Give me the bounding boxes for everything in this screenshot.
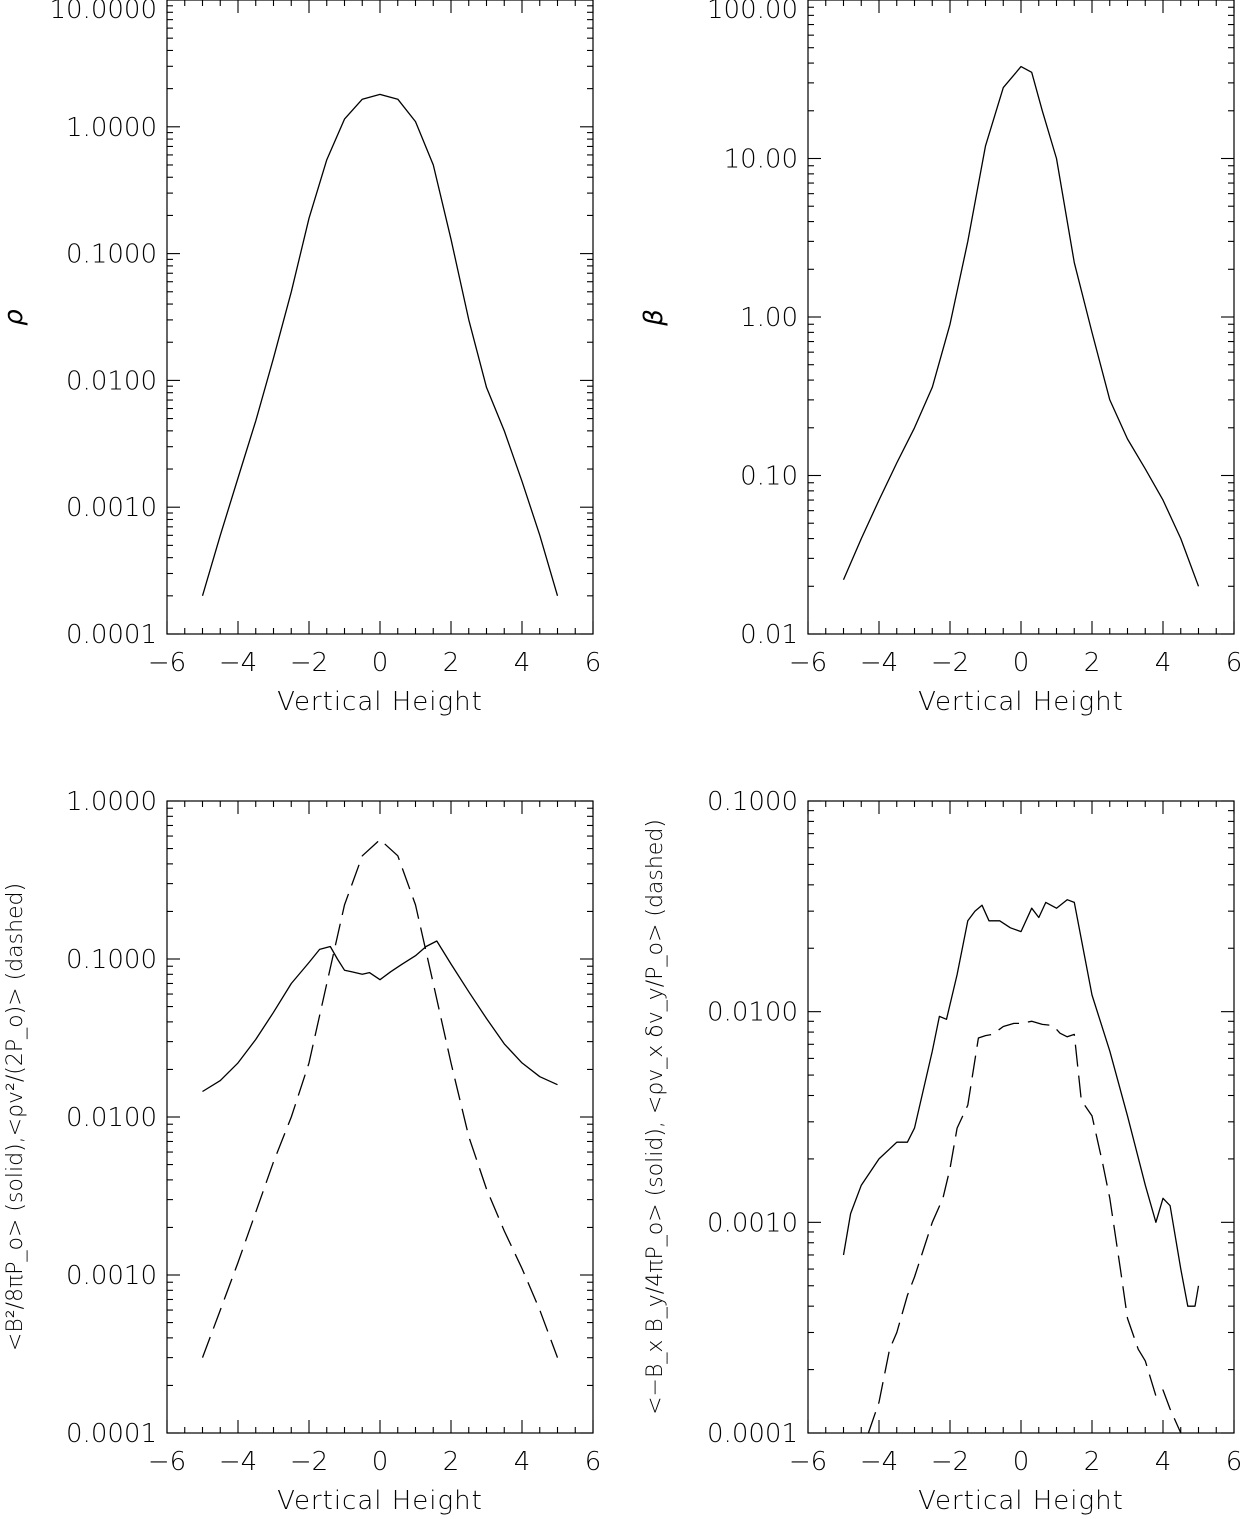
- y-axis-title: <B²/8πP_o> (solid),<ρv²/(2P_o)> (dashed): [3, 883, 28, 1351]
- x-tick-label: 6: [1226, 1447, 1241, 1477]
- y-tick-label: 0.0010: [66, 493, 157, 523]
- plot-frame: [166, 800, 594, 1434]
- x-axis-title: Vertical Height: [918, 1486, 1124, 1516]
- plot-frame: [807, 800, 1235, 1434]
- x-tick-label: 0: [1013, 648, 1030, 678]
- series-dashed-line: [867, 1020, 1182, 1434]
- y-tick-label: 0.0001: [66, 620, 157, 650]
- x-tick-label: −2: [290, 1447, 328, 1477]
- x-tick-label: 2: [1084, 648, 1101, 678]
- y-tick-label: 0.10: [740, 462, 798, 492]
- x-tick-label: 4: [1155, 1447, 1172, 1477]
- plot-frame: [166, 0, 594, 635]
- y-tick-label: 0.0010: [707, 1208, 798, 1238]
- y-tick-label: 0.1000: [66, 240, 157, 270]
- series-dashed-line: [201, 838, 559, 1358]
- plot-frame: [807, 0, 1235, 635]
- x-tick-label: −2: [931, 648, 969, 678]
- x-tick-label: 0: [372, 1447, 389, 1477]
- series-solid-line: [201, 93, 559, 596]
- series-solid-line: [842, 899, 1200, 1307]
- x-tick-label: 2: [443, 1447, 460, 1477]
- y-tick-label: 0.1000: [66, 945, 157, 975]
- x-tick-label: −2: [290, 648, 328, 678]
- y-tick-label: 10.0000: [49, 0, 157, 25]
- y-tick-label: 0.0100: [66, 1103, 157, 1133]
- x-tick-label: 4: [1155, 648, 1172, 678]
- x-tick-label: −6: [789, 1447, 827, 1477]
- x-tick-label: 6: [585, 648, 602, 678]
- y-tick-label: 1.0000: [66, 113, 157, 143]
- x-tick-label: 0: [372, 648, 389, 678]
- x-tick-label: 0: [1013, 1447, 1030, 1477]
- y-tick-label: 0.1000: [707, 787, 798, 817]
- y-axis-title: <−B_x B_y/4πP_o> (solid), <ρv_x δv_y/P_o…: [643, 819, 668, 1415]
- y-tick-label: 100.00: [707, 0, 798, 25]
- x-tick-label: −4: [219, 648, 257, 678]
- y-tick-label: 10.00: [724, 145, 798, 175]
- x-tick-label: −6: [789, 648, 827, 678]
- y-axis-title: ρ: [0, 308, 29, 326]
- y-tick-label: 1.00: [740, 303, 798, 333]
- x-tick-label: 4: [514, 1447, 531, 1477]
- y-tick-label: 0.0001: [707, 1419, 798, 1449]
- y-tick-label: 0.01: [740, 620, 798, 650]
- x-tick-label: −2: [931, 1447, 969, 1477]
- panel-density: −6 −4 −2 0 2 4 6 0.0001 0.0010 0.0100 0.1000 1.0000…: [0, 0, 601, 717]
- x-tick-label: −4: [219, 1447, 257, 1477]
- x-tick-label: 6: [585, 1447, 602, 1477]
- x-tick-label: −6: [148, 648, 186, 678]
- y-tick-label: 1.0000: [66, 787, 157, 817]
- x-tick-label: 2: [1084, 1447, 1101, 1477]
- x-axis-title: Vertical Height: [918, 687, 1124, 717]
- panel-beta: −6 −4 −2 0 2 4 6 0.01 0.10 1.00 10.00 100.00 Vertica…: [639, 0, 1241, 717]
- x-axis-title: Vertical Height: [277, 687, 483, 717]
- x-tick-label: 6: [1226, 648, 1241, 678]
- y-tick-label: 0.0001: [66, 1419, 157, 1449]
- panel-magnetic-kinetic-energy: −6 −4 −2 0 2 4 6 0.0001 0.0010 0.0100 0.1000 1.0000…: [3, 787, 601, 1516]
- x-tick-label: 2: [443, 648, 460, 678]
- series-solid-line: [842, 65, 1200, 587]
- y-tick-label: 0.0010: [66, 1261, 157, 1291]
- panel-stress: −6 −4 −2 0 2 4 6 0.0001 0.0010 0.0100 0.1000 Vertic…: [643, 787, 1241, 1516]
- y-tick-label: 0.0100: [707, 998, 798, 1028]
- x-axis-title: Vertical Height: [277, 1486, 483, 1516]
- y-tick-label: 0.0100: [66, 366, 157, 396]
- x-tick-label: −4: [860, 648, 898, 678]
- series-solid-line: [202, 940, 558, 1093]
- x-tick-label: 4: [514, 648, 531, 678]
- x-tick-label: −4: [860, 1447, 898, 1477]
- x-tick-label: −6: [148, 1447, 186, 1477]
- y-axis-title: β: [639, 308, 669, 327]
